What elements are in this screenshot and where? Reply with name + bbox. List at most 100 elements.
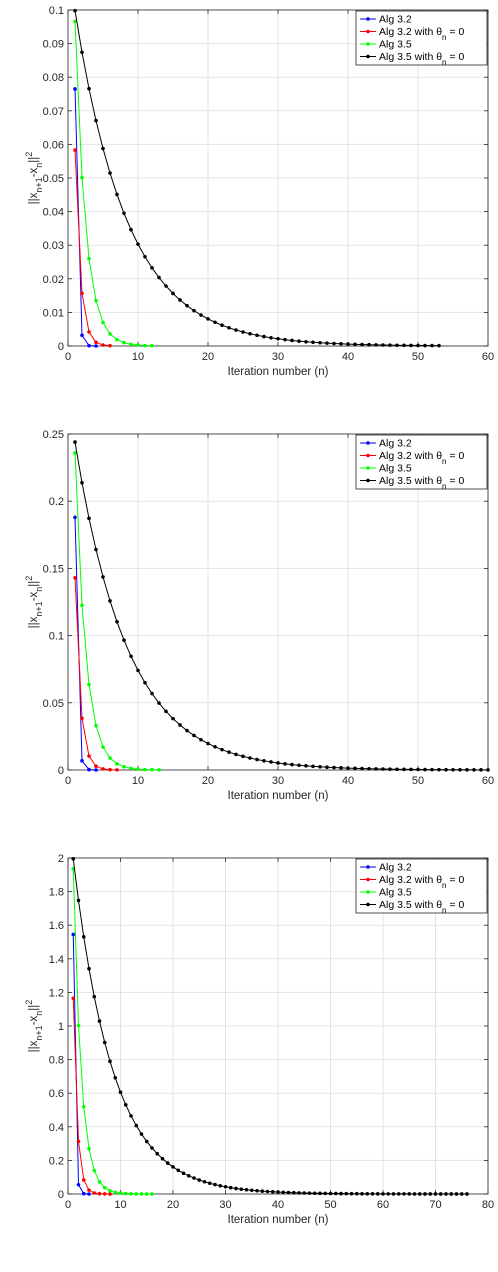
data-point — [255, 757, 259, 762]
data-point — [276, 1190, 280, 1194]
legend-marker — [366, 478, 370, 483]
y-tick-label: 0.1 — [49, 5, 64, 17]
data-point — [206, 741, 210, 746]
data-point — [206, 317, 210, 321]
data-point — [97, 1019, 102, 1023]
data-point — [248, 756, 252, 760]
data-point — [139, 1132, 144, 1136]
data-point — [328, 1191, 333, 1196]
data-point — [92, 1191, 97, 1195]
data-point — [367, 766, 371, 771]
legend-marker — [366, 902, 370, 907]
x-tick-label: 10 — [114, 1199, 126, 1211]
data-point — [118, 1191, 123, 1195]
series-2 — [73, 148, 112, 348]
data-point — [143, 254, 147, 259]
y-tick-label: 1.6 — [49, 920, 64, 932]
data-point — [171, 716, 175, 721]
data-point — [87, 330, 91, 334]
x-tick-label: 40 — [272, 1199, 284, 1211]
legend-box — [355, 10, 488, 66]
data-point — [449, 1192, 454, 1196]
data-point — [192, 308, 196, 313]
data-point — [402, 343, 406, 348]
data-point — [87, 256, 91, 261]
data-point — [255, 333, 259, 338]
data-point — [307, 1191, 312, 1195]
data-point — [122, 211, 126, 216]
data-point — [344, 1191, 349, 1196]
data-point — [423, 1192, 427, 1196]
x-tick-label: 20 — [202, 775, 214, 787]
x-tick-label: 30 — [272, 351, 284, 363]
data-point — [87, 1192, 91, 1196]
data-point — [349, 1191, 354, 1196]
data-point — [73, 19, 77, 24]
data-point — [171, 291, 175, 296]
data-point — [416, 767, 420, 772]
data-point — [270, 1190, 275, 1194]
data-point — [381, 1192, 385, 1196]
data-point — [428, 1192, 433, 1196]
data-point — [437, 343, 441, 348]
data-point — [220, 747, 224, 752]
data-point — [407, 1192, 412, 1196]
data-point — [97, 1180, 102, 1184]
data-point — [80, 480, 84, 485]
data-point — [486, 768, 490, 772]
data-point — [290, 338, 294, 343]
data-point — [76, 898, 81, 903]
data-point — [281, 1190, 286, 1195]
data-point — [297, 339, 301, 343]
series-3 — [73, 19, 154, 348]
data-point — [94, 344, 98, 348]
data-point — [409, 767, 413, 772]
series-4 — [71, 857, 469, 1196]
x-tick-label: 20 — [167, 1199, 179, 1211]
data-point — [122, 340, 126, 345]
data-point — [185, 728, 189, 733]
data-point — [115, 768, 119, 772]
data-point — [157, 701, 161, 705]
data-point — [370, 1192, 375, 1196]
data-point — [465, 768, 469, 772]
data-point — [197, 1178, 202, 1182]
data-point — [332, 765, 336, 770]
data-point — [423, 767, 427, 772]
data-point — [227, 750, 231, 754]
legend-marker — [366, 890, 370, 894]
y-tick-label: 1 — [58, 1021, 64, 1033]
y-tick-label: 1.2 — [49, 987, 64, 999]
y-tick-label: 0.15 — [43, 563, 64, 575]
data-point — [80, 759, 84, 763]
data-point — [178, 723, 182, 727]
data-point — [108, 1059, 112, 1064]
data-point — [108, 756, 112, 760]
data-point — [108, 332, 112, 336]
data-point — [80, 603, 84, 608]
data-point — [346, 766, 350, 770]
data-point — [227, 325, 231, 330]
data-point — [269, 760, 273, 764]
data-point — [101, 343, 105, 347]
x-tick-label: 0 — [65, 1199, 71, 1211]
data-point — [360, 342, 364, 347]
data-point — [160, 1156, 165, 1161]
legend-label: Alg 3.2 — [379, 862, 412, 874]
data-point — [101, 575, 105, 579]
data-point — [143, 343, 147, 348]
data-point — [276, 761, 280, 765]
y-tick-label: 0.4 — [49, 1122, 64, 1134]
data-point — [97, 1191, 102, 1196]
data-point — [102, 1040, 107, 1045]
data-point — [92, 994, 97, 999]
data-point — [234, 328, 238, 332]
data-point — [136, 242, 140, 246]
data-point — [430, 767, 434, 772]
line-chart-1: 0 10 20 30 40 50 60 0 0.01 0.02 0.03 0.04 0.05 0.06 0.… — [24, 5, 494, 378]
series-4 — [73, 8, 441, 348]
data-point — [381, 343, 385, 347]
data-point — [459, 1192, 464, 1196]
y-tick-label: 0.05 — [43, 698, 64, 710]
